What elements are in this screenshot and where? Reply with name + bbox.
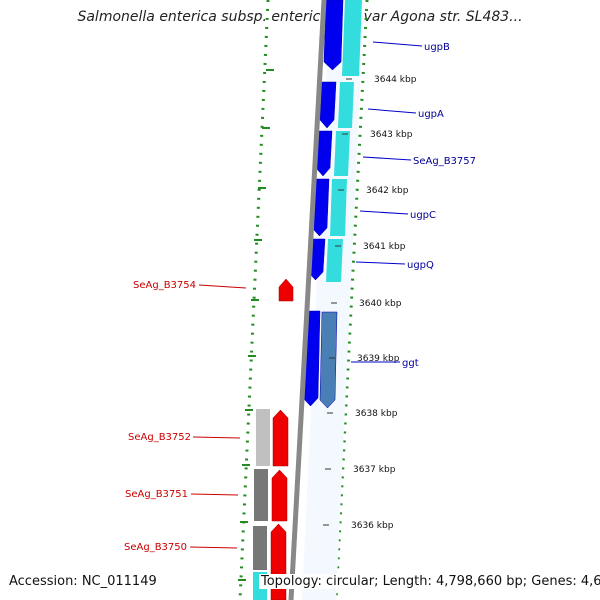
label-leader-line bbox=[367, 108, 417, 114]
cds-block-gray bbox=[253, 526, 267, 570]
gene-label: ugpB bbox=[424, 42, 450, 53]
gene-ugpA bbox=[319, 81, 337, 129]
scale-label: 3639 kbp bbox=[357, 354, 400, 364]
scale-label: 3642 kbp bbox=[366, 186, 409, 196]
cds-block-gray bbox=[254, 469, 268, 521]
cds-block bbox=[338, 82, 354, 128]
gene-label: SeAg_B3754 bbox=[133, 280, 196, 291]
label-leader-line bbox=[372, 41, 423, 47]
scale-label: 3644 kbp bbox=[374, 75, 417, 85]
backbone-track bbox=[288, 0, 327, 600]
gene-label: SeAg_B3757 bbox=[413, 156, 476, 167]
cds-block bbox=[334, 131, 350, 176]
label-leader-line bbox=[198, 284, 247, 289]
gene-label: SeAg_B3752 bbox=[128, 432, 191, 443]
gene-SeAg_B3752 bbox=[272, 409, 289, 467]
gene-ggt-cds bbox=[319, 311, 338, 409]
scale-label: 3641 kbp bbox=[363, 242, 406, 252]
label-leader-line bbox=[192, 436, 241, 439]
label-leader-line bbox=[355, 261, 406, 265]
gene-label: SeAg_B3750 bbox=[124, 542, 187, 553]
label-leader-line bbox=[359, 210, 409, 215]
cds-block-gray bbox=[256, 409, 270, 466]
scale-label: 3640 kbp bbox=[359, 299, 402, 309]
label-leader-line bbox=[189, 546, 238, 549]
accession-label: Accession: NC_011149 bbox=[9, 574, 157, 589]
gc-skew-dotted-line bbox=[238, 0, 270, 600]
backbone-line bbox=[288, 0, 327, 600]
gene-labels: ugpB ugpA SeAg_B3757 ugpC ugpQ ggt SeAg_B3754 S… bbox=[124, 41, 476, 553]
map-title: Salmonella enterica subsp. enterica sero… bbox=[77, 9, 523, 25]
gene-label: SeAg_B3751 bbox=[125, 489, 188, 500]
cds-block bbox=[326, 239, 343, 282]
scale-label: 3636 kbp bbox=[351, 521, 394, 531]
gc-content-dotted-line bbox=[334, 0, 369, 600]
cds-block bbox=[330, 179, 347, 236]
gene-SeAg_B3751 bbox=[271, 469, 288, 522]
gene-SeAg_B3754 bbox=[278, 278, 294, 302]
gene-label: ugpA bbox=[418, 109, 444, 120]
scale-label: 3637 kbp bbox=[353, 465, 396, 475]
scale-ruler: 3644 kbp 3643 kbp 3642 kbp 3641 kbp 3640 kbp… bbox=[323, 75, 417, 531]
gene-ugpB bbox=[323, 0, 344, 71]
cds-block bbox=[342, 0, 362, 76]
gene-label: ggt bbox=[402, 358, 419, 369]
gene-label: ugpQ bbox=[407, 260, 434, 271]
scale-label: 3643 kbp bbox=[370, 130, 413, 140]
genome-summary: Topology: circular; Length: 4,798,660 bp… bbox=[259, 574, 600, 589]
label-leader-line bbox=[362, 156, 412, 161]
scale-label: 3638 kbp bbox=[355, 409, 398, 419]
gene-label: ugpC bbox=[410, 210, 436, 221]
label-leader-line bbox=[190, 493, 239, 496]
